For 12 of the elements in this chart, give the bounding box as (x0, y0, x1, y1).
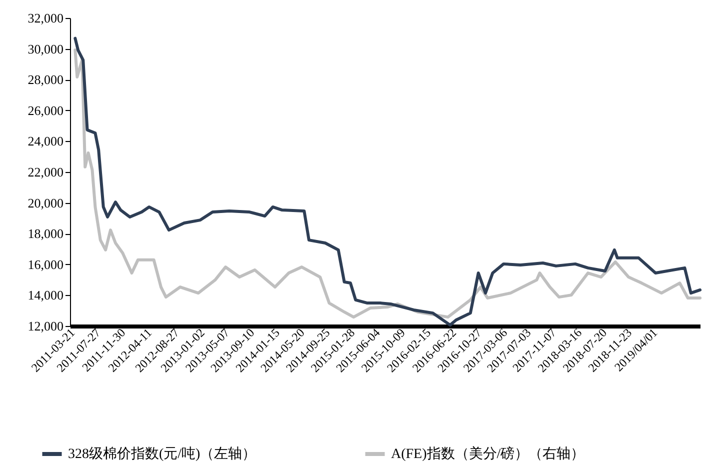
y-tick-label: 16,000 (28, 256, 64, 272)
y-tick-label: 20,000 (28, 195, 64, 210)
y-tick-label: 14,000 (28, 288, 64, 303)
y-tick-label: 24,000 (28, 134, 64, 149)
y-tick-label: 32,000 (28, 10, 64, 26)
legend-label: 328级棉价指数(元/吨)（左轴） (68, 446, 256, 462)
y-tick-label: 18,000 (28, 226, 64, 242)
y-tick-label: 26,000 (28, 102, 64, 118)
legend-label: A(FE)指数（美分/磅）（右轴） (391, 446, 585, 462)
y-tick-label: 28,000 (28, 72, 64, 88)
y-tick-label: 22,000 (28, 164, 64, 180)
y-tick-label: 30,000 (28, 41, 64, 56)
